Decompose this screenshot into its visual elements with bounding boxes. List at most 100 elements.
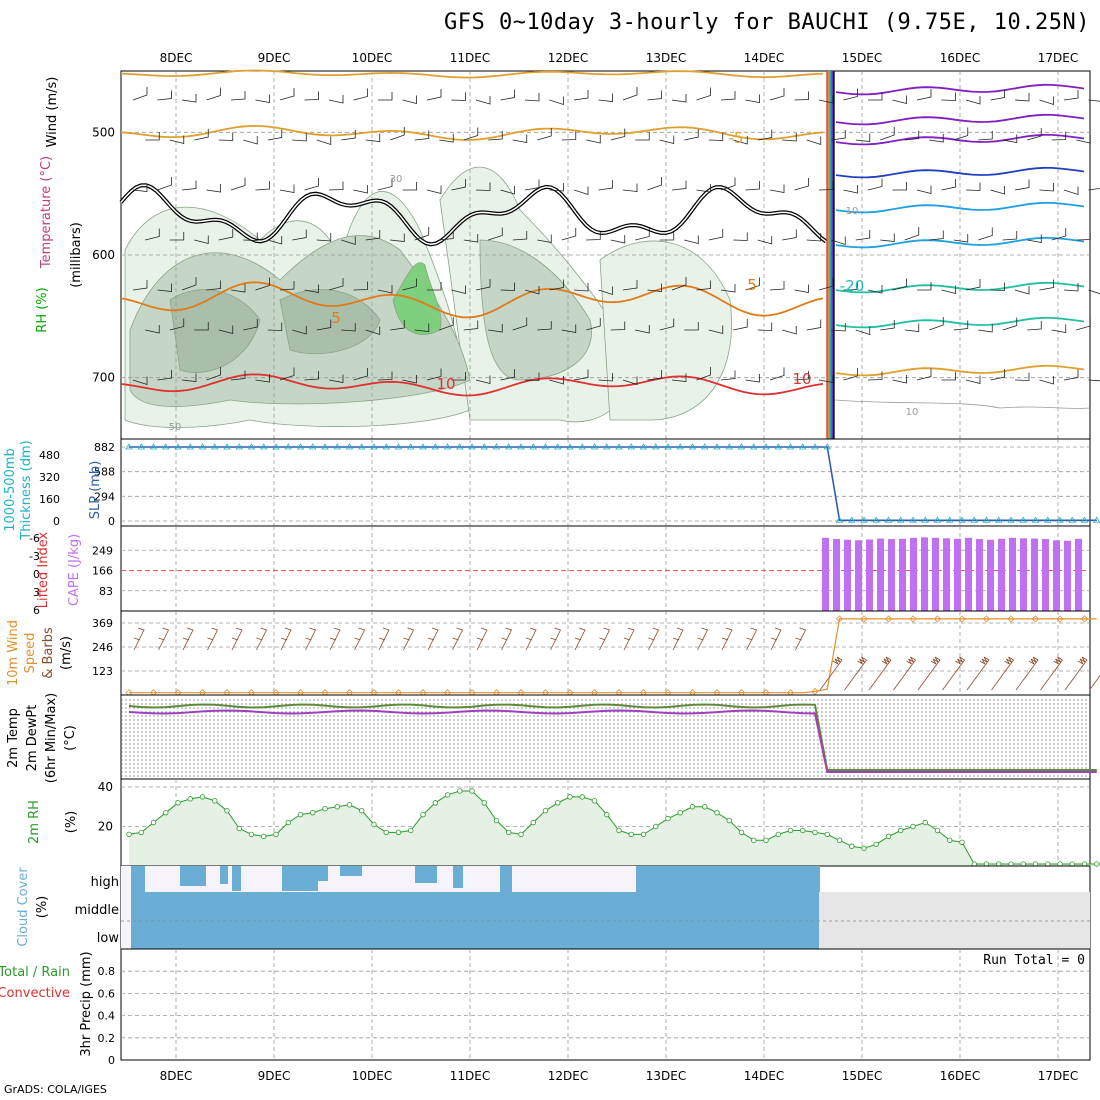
wind-barb (610, 321, 626, 331)
wind-barb (328, 374, 344, 383)
rh2m-point (922, 819, 928, 826)
wind-barb (721, 627, 733, 651)
rh2m-point (285, 819, 291, 826)
wind-barb (880, 233, 895, 242)
wind-barb (991, 656, 1015, 691)
wind-barb (929, 134, 944, 143)
rh2m-point (444, 792, 451, 798)
wind-barb (561, 324, 577, 333)
wind-barb (157, 283, 172, 292)
wind-barb (745, 181, 760, 191)
wind-barb (917, 656, 941, 691)
wind-barb (145, 132, 160, 141)
precip-convective-label: Convective (0, 986, 70, 1001)
slp-marker (456, 443, 464, 450)
wind-barb (280, 627, 292, 651)
cape-li-panel: -6 -3 0 3 6 83 166 249 (29, 525, 1091, 617)
temp-contour-right (835, 364, 1085, 377)
wind-speed-marker (835, 615, 844, 623)
wind-barb (573, 186, 589, 196)
rh2m-point (469, 788, 475, 794)
wind-barb (439, 317, 454, 331)
wind-barb (1014, 286, 1030, 295)
wind-barb (769, 367, 785, 381)
cloud-high-bar (220, 866, 228, 884)
wind-barb (831, 236, 846, 246)
slp-marker (407, 443, 415, 450)
wind-barb (757, 236, 773, 245)
rh2m-point (677, 809, 683, 816)
rh2m-point (653, 823, 659, 830)
slp-marker (1031, 516, 1040, 523)
wind-barb (622, 376, 638, 386)
wind-barb (512, 231, 528, 241)
wind-barb (500, 186, 515, 195)
rh2m-point (604, 811, 610, 818)
slp-marker (272, 443, 280, 450)
wind-barb (365, 133, 381, 142)
wind-barb (1089, 675, 1100, 691)
cloud-high-bar (500, 866, 512, 894)
wind-barb (610, 235, 626, 244)
cloud-high-bar (636, 866, 820, 892)
slp-marker (443, 443, 452, 450)
wind-barb (757, 322, 773, 331)
wind-speed-marker (860, 615, 868, 623)
rh2m-point (873, 841, 879, 847)
wind-barb (1064, 656, 1088, 691)
wind-barb (537, 321, 552, 331)
slp-marker (1056, 516, 1064, 523)
wind-barb (561, 131, 577, 141)
wind-barb (243, 232, 258, 241)
lifted-index-tick-label: 6 (33, 604, 40, 617)
rh2m-point (763, 837, 769, 844)
wind-barb (402, 182, 417, 191)
wind-barb (1051, 324, 1067, 333)
cloud-axis-title: Cloud Cover (16, 867, 31, 947)
wind-barb (341, 323, 356, 332)
wind-barb (561, 228, 577, 241)
rh2m-point (579, 794, 585, 800)
cape-bar (965, 537, 972, 611)
slp-marker (762, 443, 770, 450)
wind-barb (292, 229, 307, 241)
wind-barb (745, 94, 760, 103)
wind-barb (622, 87, 638, 101)
wind-barb (953, 320, 969, 331)
slp-marker (639, 443, 648, 450)
wind-barb (929, 230, 944, 241)
wind-barb (941, 179, 956, 191)
wind-barb (990, 369, 1005, 381)
rh2m-point (334, 804, 340, 810)
wind-barb (1039, 376, 1054, 385)
rh-contour (834, 399, 1091, 409)
wind-barb (439, 134, 454, 143)
wind-barb (794, 371, 809, 381)
bottom-date-label: 8DEC (160, 1069, 193, 1083)
rh2m-point (518, 831, 524, 838)
wind-barb (132, 280, 148, 291)
wind-barb (255, 374, 270, 383)
wind-barb (708, 132, 724, 141)
slp-marker (958, 516, 966, 523)
wind10m-speed-title: Speed (23, 633, 38, 674)
slp-marker (1068, 516, 1076, 523)
rh2m-point (751, 837, 757, 844)
wind-barb (549, 96, 564, 106)
wind-barb (843, 185, 858, 194)
slp-tick-label: 294 (94, 490, 115, 503)
wind-barb (157, 90, 172, 101)
wind-barb (463, 127, 479, 141)
wind-barb (1039, 183, 1054, 192)
rh2m-point (1094, 861, 1100, 867)
wind-barb (635, 228, 650, 241)
wind-barb (819, 656, 843, 691)
wind-barb (181, 180, 197, 191)
temperature-axis-title: Temperature (°C) (39, 156, 54, 269)
wind-barb (256, 627, 268, 651)
slp-marker (970, 516, 978, 523)
wind-barb (305, 627, 317, 651)
rh2m-point (542, 808, 549, 814)
slp-marker (480, 443, 488, 450)
wind-barb (844, 656, 868, 691)
